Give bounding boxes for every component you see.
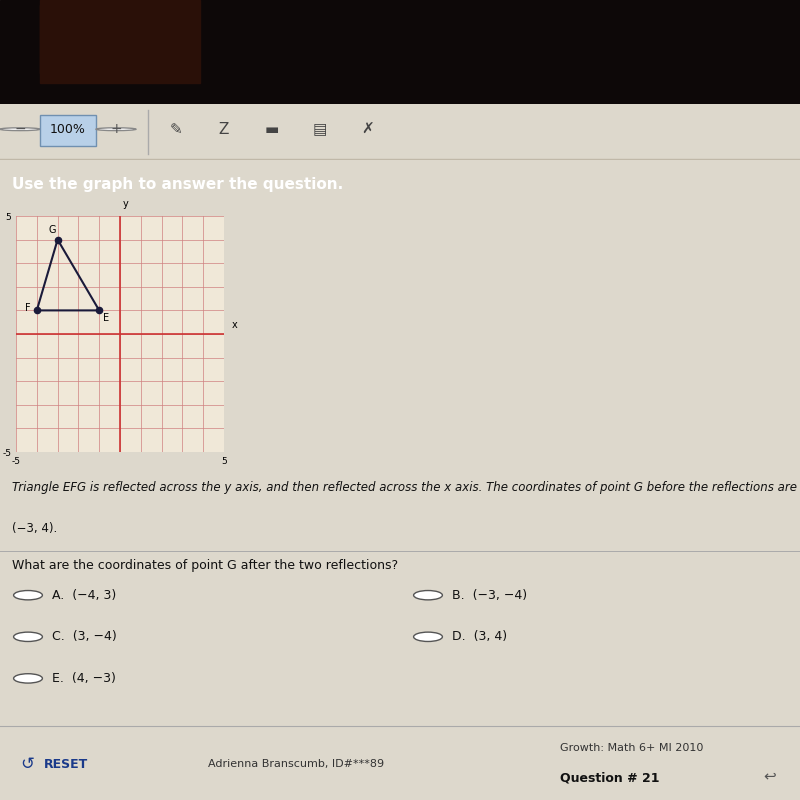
Circle shape <box>96 128 136 130</box>
Circle shape <box>14 674 42 683</box>
Text: ✎: ✎ <box>170 122 182 137</box>
Point <box>51 234 64 246</box>
Circle shape <box>414 590 442 600</box>
Text: A.  (−4, 3): A. (−4, 3) <box>52 589 116 602</box>
Text: (−3, 4).: (−3, 4). <box>12 522 58 535</box>
Text: +: + <box>110 122 122 136</box>
Text: −: − <box>14 122 26 136</box>
Text: ▤: ▤ <box>313 122 327 137</box>
Text: Z: Z <box>219 122 229 137</box>
Text: y: y <box>123 199 129 210</box>
Text: ↺: ↺ <box>20 755 34 773</box>
Text: Triangle EFG is reflected across the y axis, and then reflected across the x axi: Triangle EFG is reflected across the y a… <box>12 481 797 494</box>
Text: Growth: Math 6+ MI 2010: Growth: Math 6+ MI 2010 <box>560 743 703 753</box>
Bar <box>40 0 200 83</box>
Bar <box>40 5 184 73</box>
Point <box>93 304 106 317</box>
Circle shape <box>414 632 442 642</box>
Text: Use the graph to answer the question.: Use the graph to answer the question. <box>12 177 343 191</box>
Text: RESET: RESET <box>44 758 88 770</box>
Text: E.  (4, −3): E. (4, −3) <box>52 672 116 685</box>
Text: ✗: ✗ <box>362 122 374 137</box>
Text: B.  (−3, −4): B. (−3, −4) <box>452 589 527 602</box>
Text: G: G <box>48 225 55 235</box>
Circle shape <box>0 128 40 130</box>
Bar <box>40 115 96 146</box>
Text: Question # 21: Question # 21 <box>560 771 659 784</box>
Text: E: E <box>103 313 110 322</box>
Text: C.  (3, −4): C. (3, −4) <box>52 630 117 643</box>
Text: x: x <box>231 321 238 330</box>
Text: Adrienna Branscumb, ID#***89: Adrienna Branscumb, ID#***89 <box>208 759 384 769</box>
Text: D.  (3, 4): D. (3, 4) <box>452 630 507 643</box>
Circle shape <box>14 632 42 642</box>
Text: F: F <box>25 303 30 313</box>
Point <box>30 304 43 317</box>
Text: What are the coordinates of point G after the two reflections?: What are the coordinates of point G afte… <box>12 558 398 572</box>
Text: ▬: ▬ <box>265 122 279 137</box>
Text: ↩: ↩ <box>763 769 776 783</box>
Circle shape <box>14 590 42 600</box>
Text: 100%: 100% <box>50 122 86 136</box>
